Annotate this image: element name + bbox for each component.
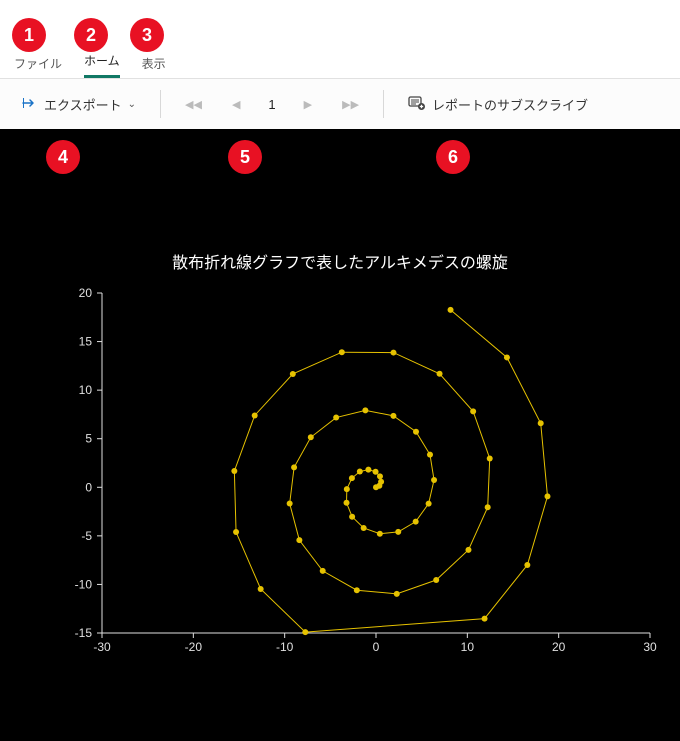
scatter-line-chart: -15 -10 -5 0 5 10 15 20 -30 -20 -10 0 10 20 30 [20, 283, 660, 691]
report-pager: ◀◀ ◀ 1 ▶ ▶▶ [177, 94, 367, 115]
prev-page-button[interactable]: ◀ [224, 94, 248, 115]
export-button[interactable]: エクスポート ⌄ [14, 91, 144, 118]
svg-text:-10: -10 [276, 640, 294, 654]
callout-badge-4: 4 [46, 140, 80, 174]
report-viewer: 散布折れ線グラフで表したアルキメデスの螺旋 -15 -10 -5 0 5 10 15 20 -3… [0, 129, 680, 741]
first-page-button[interactable]: ◀◀ [177, 94, 210, 115]
subscribe-button[interactable]: レポートのサブスクライブ [400, 91, 596, 118]
callout-badge-3: 3 [130, 18, 164, 52]
ribbon-tab-ホーム[interactable]: ホーム [84, 52, 120, 78]
ribbon-tab-ファイル[interactable]: ファイル [14, 55, 62, 78]
chart-title: 散布折れ線グラフで表したアルキメデスの螺旋 [4, 129, 676, 283]
export-icon [22, 95, 38, 114]
ribbon-tab-表示[interactable]: 表示 [142, 55, 166, 78]
next-page-button[interactable]: ▶ [296, 94, 320, 115]
svg-text:20: 20 [552, 640, 566, 654]
svg-text:5: 5 [85, 432, 92, 446]
subscribe-label: レポートのサブスクライブ [432, 95, 588, 114]
svg-text:10: 10 [79, 383, 93, 397]
svg-text:20: 20 [79, 286, 93, 300]
svg-text:0: 0 [85, 480, 92, 494]
svg-text:10: 10 [461, 640, 475, 654]
chevron-down-icon: ⌄ [128, 99, 136, 110]
svg-text:0: 0 [373, 640, 380, 654]
svg-text:-20: -20 [185, 640, 203, 654]
last-page-button[interactable]: ▶▶ [334, 94, 367, 115]
report-toolbar: エクスポート ⌄ ◀◀ ◀ 1 ▶ ▶▶ レポートのサブスクライブ [0, 79, 680, 129]
chart-area: -15 -10 -5 0 5 10 15 20 -30 -20 -10 0 10 20 30 [20, 283, 660, 691]
callout-badge-2: 2 [74, 18, 108, 52]
svg-text:-10: -10 [75, 577, 93, 591]
export-label: エクスポート [44, 95, 122, 114]
svg-text:-15: -15 [75, 626, 93, 640]
toolbar-divider [383, 90, 384, 118]
subscribe-icon [408, 95, 426, 114]
svg-text:30: 30 [643, 640, 657, 654]
svg-text:-30: -30 [93, 640, 111, 654]
page-current: 1 [262, 97, 281, 112]
toolbar-divider [160, 90, 161, 118]
svg-text:15: 15 [79, 335, 93, 349]
callout-badge-5: 5 [228, 140, 262, 174]
svg-text:-5: -5 [81, 529, 92, 543]
callout-badge-6: 6 [436, 140, 470, 174]
callout-badge-1: 1 [12, 18, 46, 52]
